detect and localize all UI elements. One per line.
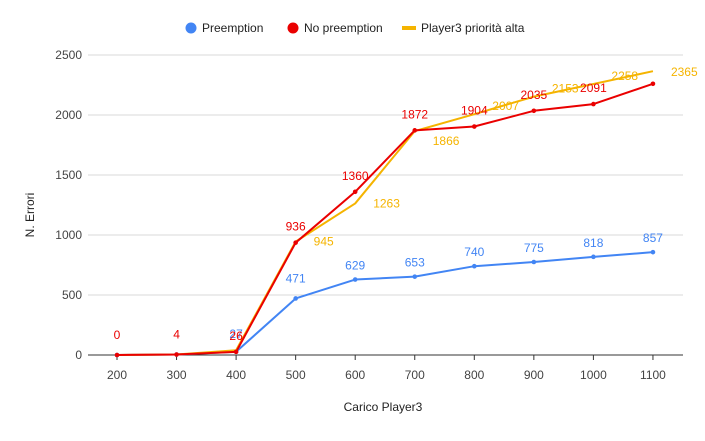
x-axis: 200 300 400 500 600 700 800 900 1000 1100 — [88, 354, 683, 382]
x-tick-label: 1100 — [640, 368, 666, 382]
data-label: 1904 — [461, 104, 488, 118]
x-tick-label: 400 — [226, 368, 246, 382]
data-point — [233, 349, 239, 355]
y-tick-label: 2000 — [55, 108, 82, 122]
series-line-2 — [116, 70, 654, 356]
data-label: 818 — [583, 236, 603, 250]
data-label: 1866 — [433, 134, 460, 148]
data-label: 1360 — [342, 169, 369, 183]
data-labels-layer: 27 471 629 653 740 775 818 857 0 4 26 936 1360 1872 19… — [114, 65, 698, 343]
data-label: 2091 — [580, 81, 607, 95]
data-label: 2007 — [492, 99, 519, 113]
data-point — [531, 108, 537, 114]
x-tick-label: 1000 — [580, 368, 607, 382]
legend-item: No preemption — [287, 21, 383, 35]
data-label: 26 — [229, 329, 243, 343]
data-point — [591, 254, 596, 260]
grid-lines — [88, 54, 683, 296]
data-label: 653 — [405, 256, 425, 270]
legend-marker — [185, 22, 197, 34]
x-axis-title: Carico Player3 — [344, 400, 423, 414]
data-point — [412, 274, 418, 279]
data-label: 0 — [114, 328, 121, 342]
data-label: 4 — [173, 328, 180, 342]
y-axis-title: N. Errori — [23, 193, 37, 238]
data-label: 1872 — [401, 107, 428, 121]
data-point — [114, 352, 120, 358]
legend-item: Player3 priorità alta — [402, 21, 525, 35]
data-label: 471 — [286, 271, 306, 285]
y-tick-label: 500 — [62, 288, 82, 302]
series-line-1 — [116, 82, 654, 356]
data-label: 2035 — [520, 88, 547, 102]
legend-label: Preemption — [202, 21, 263, 35]
legend-label: Player3 priorità alta — [421, 21, 525, 35]
data-point — [412, 128, 418, 133]
data-point — [472, 263, 477, 269]
legend-line — [402, 26, 416, 30]
data-label: 936 — [286, 220, 306, 234]
y-tick-label: 2500 — [55, 48, 82, 62]
data-point — [293, 240, 298, 245]
y-axis: 0 500 1000 1500 2000 2500 — [55, 48, 82, 362]
data-label: 1263 — [373, 196, 400, 210]
y-tick-label: 1000 — [55, 228, 82, 242]
data-point — [352, 277, 358, 282]
data-point — [174, 352, 179, 357]
data-label: 2153 — [552, 82, 579, 96]
series-line-0 — [116, 251, 654, 356]
data-label: 629 — [345, 259, 365, 273]
data-label: 775 — [524, 241, 544, 255]
data-point — [650, 249, 656, 255]
x-tick-label: 700 — [405, 368, 425, 382]
data-label: 740 — [464, 245, 484, 259]
data-point — [472, 124, 477, 129]
x-tick-label: 900 — [524, 368, 544, 382]
data-point — [293, 296, 298, 301]
y-tick-label: 0 — [75, 348, 82, 362]
data-label: 27 — [229, 327, 243, 341]
data-point — [591, 101, 596, 107]
x-tick-label: 300 — [167, 368, 187, 382]
data-point — [531, 259, 537, 265]
data-label: 2258 — [611, 69, 638, 83]
y-tick-label: 1500 — [55, 168, 82, 182]
x-tick-label: 500 — [286, 368, 306, 382]
series-layer — [114, 70, 656, 358]
legend-item: Preemption — [185, 21, 263, 35]
data-label: 857 — [643, 231, 663, 245]
data-label: 2365 — [671, 65, 698, 79]
data-point — [352, 189, 358, 195]
data-label: 945 — [314, 235, 334, 249]
x-tick-label: 200 — [107, 368, 127, 382]
x-tick-label: 800 — [464, 368, 484, 382]
legend-label: No preemption — [304, 21, 383, 35]
x-tick-label: 600 — [345, 368, 365, 382]
data-point — [650, 81, 656, 87]
legend-marker — [287, 22, 299, 34]
legend: Preemption No preemption Player3 priorità … — [185, 21, 525, 35]
